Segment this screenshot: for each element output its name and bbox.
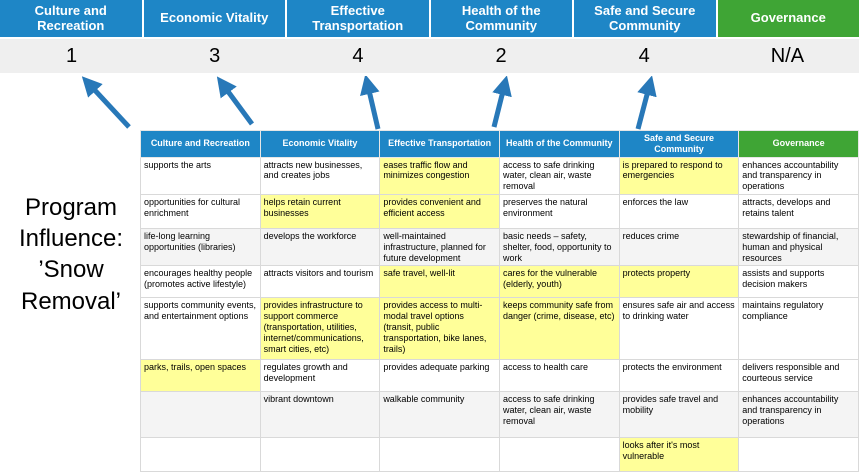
matrix-column-header: Economic Vitality [260, 131, 380, 158]
matrix-cell: attracts new businesses, and creates job… [260, 157, 380, 194]
matrix-cell: cares for the vulnerable (elderly, youth… [499, 266, 619, 298]
matrix-cell: well-maintained infrastructure, planned … [380, 228, 500, 265]
scoreboard-header: Health of the Community [431, 0, 573, 37]
matrix-cell: regulates growth and development [260, 360, 380, 392]
matrix-cell: is prepared to respond to emergencies [619, 157, 739, 194]
scoreboard-score: 2 [430, 39, 573, 73]
matrix-cell: parks, trails, open spaces [141, 360, 261, 392]
scoreboard-header: Governance [718, 0, 859, 37]
matrix-cell: attracts visitors and tourism [260, 266, 380, 298]
matrix-cell: supports the arts [141, 157, 261, 194]
up-arrow-icon [638, 87, 649, 129]
matrix-cell: enforces the law [619, 194, 739, 228]
up-arrow-icon [494, 87, 504, 127]
matrix-cell [739, 438, 859, 472]
matrix-cell [141, 438, 261, 472]
scoreboard-score: 4 [286, 39, 429, 73]
up-arrow-icon [368, 86, 378, 129]
matrix-cell: access to safe drinking water, clean air… [499, 157, 619, 194]
matrix-cell: protects the environment [619, 360, 739, 392]
matrix-cell [141, 392, 261, 438]
matrix-column-header: Health of the Community [499, 131, 619, 158]
matrix-column-header: Governance [739, 131, 859, 158]
matrix-cell: protects property [619, 266, 739, 298]
matrix-cell: looks after it's most vulnerable [619, 438, 739, 472]
matrix-row: looks after it's most vulnerable [141, 438, 859, 472]
matrix-cell: reduces crime [619, 228, 739, 265]
matrix-cell [499, 438, 619, 472]
matrix-cell: encourages healthy people (promotes acti… [141, 266, 261, 298]
matrix-cell: basic needs – safety, shelter, food, opp… [499, 228, 619, 265]
matrix-cell: preserves the natural environment [499, 194, 619, 228]
matrix-cell: provides adequate parking [380, 360, 500, 392]
matrix-row: supports community events, and entertain… [141, 298, 859, 360]
scoreboard-header: Effective Transportation [287, 0, 429, 37]
matrix-cell: provides access to multi-modal travel op… [380, 298, 500, 360]
matrix-cell: maintains regulatory compliance [739, 298, 859, 360]
up-arrow-icon [90, 85, 129, 127]
matrix-cell: access to safe drinking water, clean air… [499, 392, 619, 438]
up-arrow-icon [224, 86, 252, 124]
matrix-row: life-long learning opportunities (librar… [141, 228, 859, 265]
matrix-cell: walkable community [380, 392, 500, 438]
scoreboard-score: N/A [716, 39, 859, 73]
scoreboard-score: 4 [573, 39, 716, 73]
matrix-cell: stewardship of financial, human and phys… [739, 228, 859, 265]
matrix-cell: provides safe travel and mobility [619, 392, 739, 438]
matrix-cell [380, 438, 500, 472]
matrix-cell: develops the workforce [260, 228, 380, 265]
matrix-cell: vibrant downtown [260, 392, 380, 438]
matrix-cell: provides convenient and efficient access [380, 194, 500, 228]
scoreboard-score: 1 [0, 39, 143, 73]
matrix-cell [260, 438, 380, 472]
matrix-row: encourages healthy people (promotes acti… [141, 266, 859, 298]
scoreboard-header: Economic Vitality [144, 0, 286, 37]
matrix-cell: opportunities for cultural enrichment [141, 194, 261, 228]
matrix-cell: assists and supports decision makers [739, 266, 859, 298]
matrix-cell: eases traffic flow and minimizes congest… [380, 157, 500, 194]
matrix-column-header: Safe and Secure Community [619, 131, 739, 158]
matrix-cell: enhances accountability and transparency… [739, 392, 859, 438]
matrix-cell: safe travel, well-lit [380, 266, 500, 298]
arrow-layer [0, 76, 859, 134]
matrix-cell: provides infrastructure to support comme… [260, 298, 380, 360]
matrix-cell: ensures safe air and access to drinking … [619, 298, 739, 360]
scoreboard-score: 3 [143, 39, 286, 73]
matrix-cell: keeps community safe from danger (crime,… [499, 298, 619, 360]
program-label: Program Influence: ’Snow Removal’ [2, 192, 140, 317]
matrix-cell: enhances accountability and transparency… [739, 157, 859, 194]
matrix-cell: access to health care [499, 360, 619, 392]
scoreboard-header: Culture and Recreation [0, 0, 142, 37]
matrix-cell: supports community events, and entertain… [141, 298, 261, 360]
matrix-cell: life-long learning opportunities (librar… [141, 228, 261, 265]
matrix-cell: delivers responsible and courteous servi… [739, 360, 859, 392]
matrix-cell: helps retain current businesses [260, 194, 380, 228]
matrix-column-header: Culture and Recreation [141, 131, 261, 158]
scoreboard-header: Safe and Secure Community [574, 0, 716, 37]
matrix-column-header: Effective Transportation [380, 131, 500, 158]
matrix-cell: attracts, develops and retains talent [739, 194, 859, 228]
